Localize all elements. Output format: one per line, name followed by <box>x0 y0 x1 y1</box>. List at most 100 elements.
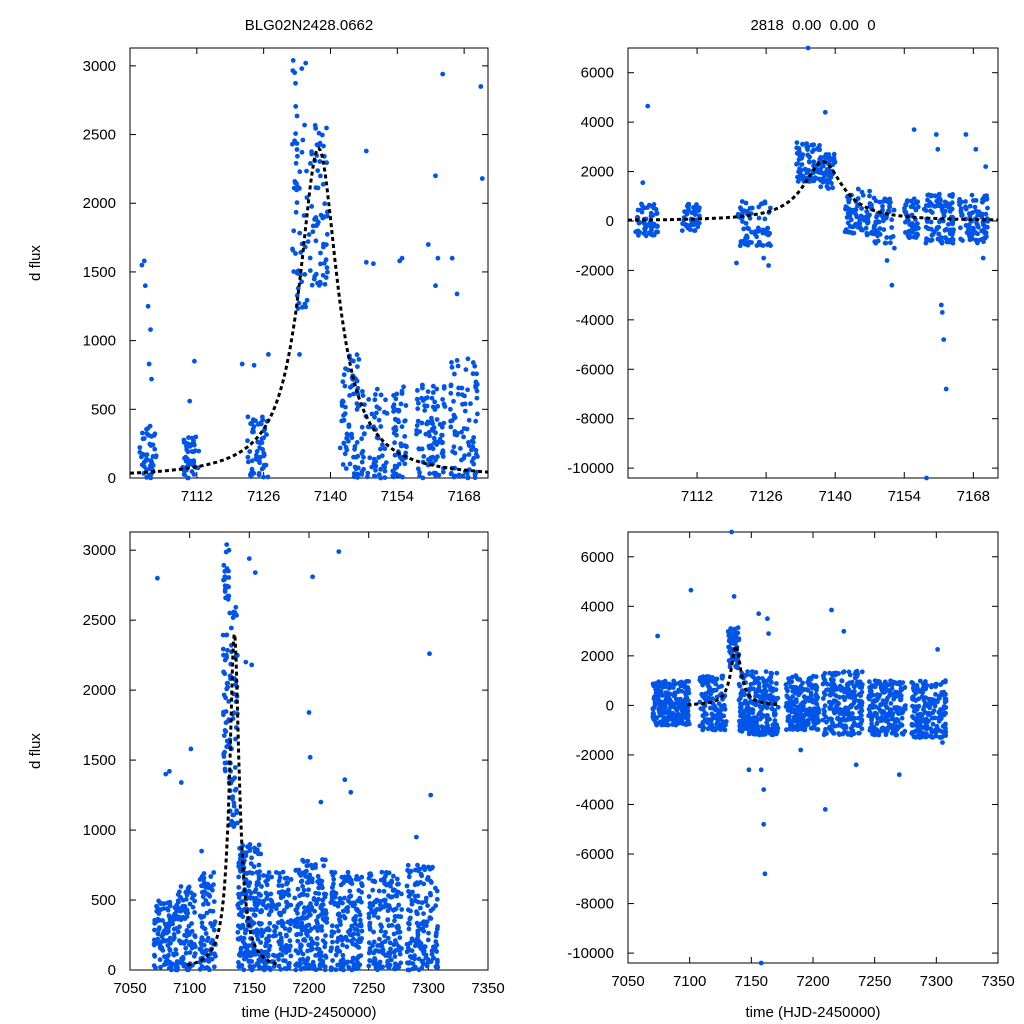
y-tick-label: 0 <box>108 470 116 487</box>
data-point <box>338 965 344 971</box>
data-point <box>925 237 931 243</box>
data-point <box>757 695 763 700</box>
data-point <box>822 171 828 177</box>
data-point <box>823 726 828 732</box>
data-point <box>452 371 457 377</box>
data-point <box>943 691 948 697</box>
data-point <box>471 435 477 440</box>
data-point <box>904 199 910 205</box>
data-point <box>182 472 187 477</box>
data-point <box>963 132 969 137</box>
data-point <box>235 929 241 935</box>
data-point <box>767 678 773 684</box>
data-point <box>174 959 180 964</box>
data-point <box>448 424 454 430</box>
data-point <box>251 470 257 476</box>
data-point <box>359 899 364 905</box>
data-point <box>175 929 181 935</box>
data-point <box>186 435 191 440</box>
data-point <box>890 679 896 685</box>
data-point <box>894 727 900 732</box>
data-point <box>941 337 947 342</box>
data-point <box>896 711 901 717</box>
data-point <box>933 730 939 736</box>
data-point <box>864 230 870 236</box>
data-point <box>322 967 328 973</box>
data-point <box>715 712 721 718</box>
data-point <box>279 893 285 899</box>
data-point <box>386 923 392 929</box>
data-point <box>890 714 895 720</box>
data-point <box>365 474 370 480</box>
data-point <box>299 891 305 897</box>
data-point <box>236 860 242 866</box>
y-tick-label: 500 <box>91 401 116 418</box>
data-point <box>192 898 198 904</box>
data-point <box>233 736 238 742</box>
data-point <box>305 956 311 961</box>
data-point <box>426 443 432 449</box>
data-point <box>807 711 813 717</box>
data-point <box>379 940 385 946</box>
data-point <box>245 438 250 444</box>
data-point <box>958 236 964 242</box>
data-point <box>394 893 400 899</box>
data-point <box>401 384 406 390</box>
data-point <box>293 923 299 928</box>
data-point <box>930 721 936 727</box>
data-point <box>340 952 346 958</box>
data-point <box>805 144 811 150</box>
data-point <box>434 930 439 936</box>
data-point <box>295 886 301 892</box>
data-point <box>359 883 365 889</box>
data-point <box>253 887 259 892</box>
data-point <box>254 907 259 912</box>
data-point <box>867 193 872 199</box>
data-point <box>188 939 194 945</box>
data-point <box>208 874 214 879</box>
data-point <box>728 626 734 631</box>
data-point <box>947 193 953 198</box>
data-point <box>790 727 796 732</box>
data-point <box>315 221 320 227</box>
data-point <box>221 712 226 718</box>
data-point <box>950 214 955 220</box>
data-point <box>800 700 806 705</box>
data-point <box>380 442 385 448</box>
data-point <box>414 834 419 840</box>
y-tick-label: 2000 <box>83 682 116 699</box>
data-point <box>203 898 209 903</box>
data-point <box>754 234 759 240</box>
data-point <box>938 710 943 715</box>
data-point <box>320 885 325 891</box>
data-point <box>406 889 411 894</box>
data-point <box>141 258 147 264</box>
x-tick-label: 7300 <box>412 980 445 997</box>
data-point <box>252 947 258 953</box>
data-point <box>295 938 301 944</box>
data-point <box>366 911 372 917</box>
data-point <box>238 946 244 952</box>
data-point <box>354 352 360 358</box>
data-point <box>424 963 430 969</box>
data-point <box>651 222 657 228</box>
data-point <box>198 946 204 951</box>
data-point <box>844 710 849 715</box>
data-point <box>830 185 835 191</box>
data-point <box>355 966 361 971</box>
data-point <box>319 928 325 933</box>
data-point <box>320 902 326 908</box>
data-point <box>425 937 431 943</box>
data-point <box>381 463 386 469</box>
data-point <box>280 869 286 875</box>
data-point <box>314 142 320 148</box>
data-point <box>311 276 317 282</box>
data-point <box>269 874 274 880</box>
data-point <box>389 894 395 900</box>
data-point <box>390 473 396 479</box>
data-point <box>807 706 813 712</box>
data-point <box>276 878 282 884</box>
data-point <box>355 932 361 937</box>
data-point <box>302 272 308 277</box>
